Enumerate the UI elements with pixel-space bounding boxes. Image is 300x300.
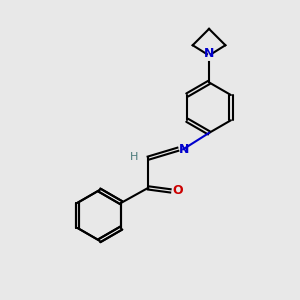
Text: H: H bbox=[130, 152, 139, 162]
Text: N: N bbox=[179, 143, 189, 156]
Text: O: O bbox=[172, 184, 182, 197]
Text: N: N bbox=[204, 47, 214, 60]
